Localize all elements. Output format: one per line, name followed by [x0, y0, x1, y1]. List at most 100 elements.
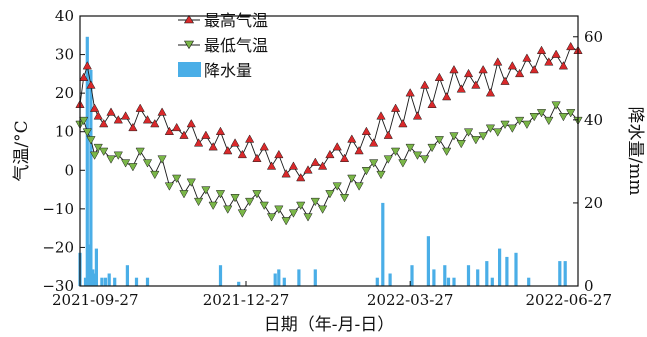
precipitation-bar [297, 269, 300, 286]
min-temperature-point [545, 117, 553, 125]
max-temperature-point [202, 131, 210, 139]
max-temperature-point [479, 66, 487, 74]
precipitation-bar [564, 261, 567, 286]
max-temperature-point [399, 120, 407, 128]
max-temperature-point [260, 143, 268, 151]
max-temperature-point [413, 112, 421, 120]
max-temperature-series [76, 42, 582, 181]
min-temperature-point [282, 217, 290, 225]
precipitation-bar [104, 278, 107, 286]
min-temperature-point [216, 190, 224, 198]
x-tick-label: 2022-03-27 [367, 291, 453, 309]
max-temperature-point [187, 120, 195, 128]
y-right-tick-label: 40 [584, 111, 603, 129]
min-temperature-point [326, 190, 334, 198]
precipitation-bar [443, 265, 446, 286]
max-temperature-point [486, 89, 494, 97]
min-temperature-point [245, 198, 253, 206]
y-left-tick-label: 40 [55, 7, 74, 25]
precipitation-bar [498, 249, 501, 286]
x-tick-label: 2022-06-27 [526, 291, 612, 309]
max-temperature-point [421, 81, 429, 89]
precipitation-bar [135, 278, 138, 286]
max-temperature-point [384, 131, 392, 139]
y-left-tick-label: 0 [64, 161, 74, 179]
min-temperature-point [107, 156, 115, 164]
max-temperature-point [216, 127, 224, 134]
legend-bar-swatch-icon [178, 62, 201, 77]
y-left-tick-label: 20 [55, 84, 74, 102]
min-temperature-point [457, 140, 465, 148]
max-temperature-point [508, 62, 516, 70]
max-temperature-point [552, 50, 560, 58]
precipitation-bar [558, 261, 561, 286]
min-temperature-point [158, 156, 166, 164]
y-right-tick-label: 20 [584, 194, 603, 212]
max-temperature-point [435, 73, 443, 81]
min-temperature-point [552, 102, 560, 110]
precipitation-bar [514, 253, 517, 286]
y-right-tick-label: 60 [584, 28, 603, 46]
max-temperature-point [275, 150, 283, 158]
max-temperature-point [355, 147, 363, 155]
min-temperature-point [194, 198, 202, 206]
precipitation-bar [283, 278, 286, 286]
max-temperature-point [333, 143, 341, 151]
precipitation-bar [476, 269, 479, 286]
y-left-tick-label: −10 [42, 200, 74, 218]
min-temperature-point [231, 194, 239, 202]
max-temperature-point [245, 135, 253, 143]
max-temperature-point [172, 123, 180, 131]
max-temperature-point [537, 46, 545, 54]
y-axis-left-title: 气温/°C [12, 120, 32, 181]
y-left-tick-label: −20 [42, 238, 74, 256]
min-temperature-point [428, 144, 436, 152]
max-temperature-point [267, 162, 275, 170]
max-temperature-point [391, 104, 399, 112]
legend-item-max-temp: 最高气温 [178, 11, 268, 30]
y-left-tick-label: 30 [55, 46, 74, 64]
min-temperature-series [76, 102, 582, 225]
max-temperature-point [136, 104, 144, 112]
precipitation-bar [219, 265, 222, 286]
precipitation-bar [389, 274, 392, 287]
max-temperature-point [209, 143, 217, 151]
precipitation-bar [126, 265, 129, 286]
precipitation-bar [89, 70, 92, 286]
legend-label-max-temp: 最高气温 [204, 11, 268, 30]
max-temperature-point [129, 123, 137, 131]
max-temperature-point [377, 112, 385, 120]
precipitation-bar [485, 261, 488, 286]
precipitation-bar [381, 203, 384, 286]
precipitation-bar [277, 269, 280, 286]
min-temperature-point [523, 121, 531, 129]
min-temperature-point [508, 125, 516, 133]
max-temperature-point [348, 135, 356, 143]
max-temperature-point [231, 139, 239, 147]
max-temperature-point [107, 108, 115, 116]
precipitation-bar [113, 278, 116, 286]
min-temperature-point [151, 171, 159, 179]
max-temperature-point [559, 62, 567, 70]
legend-item-precipitation: 降水量 [178, 61, 252, 80]
precipitation-bar [410, 265, 413, 286]
max-temperature-point [464, 69, 472, 77]
precipitation-bar [467, 265, 470, 286]
min-temperature-point [399, 160, 407, 168]
max-temperature-point [158, 108, 166, 116]
precipitation-bars [78, 37, 566, 286]
min-temperature-point [442, 148, 450, 156]
precipitation-bar [237, 282, 240, 286]
precipitation-bar [447, 278, 450, 286]
y-left-tick-label: 10 [55, 123, 74, 141]
precipitation-bar [452, 278, 455, 286]
min-temperature-point [384, 156, 392, 164]
y-axis-right-title: 降水量/mm [625, 107, 645, 196]
max-temperature-line [80, 47, 578, 178]
max-temperature-point [501, 77, 509, 85]
min-temperature-point [340, 194, 348, 202]
precipitation-bar [505, 257, 508, 286]
max-temperature-point [238, 150, 246, 158]
precipitation-bar [491, 278, 494, 286]
max-temperature-point [494, 58, 502, 66]
